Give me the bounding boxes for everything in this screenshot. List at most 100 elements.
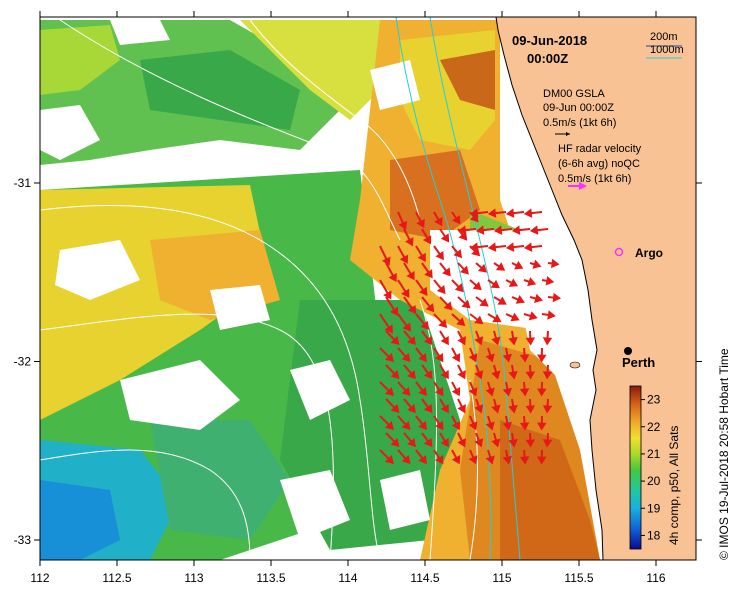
velocity-arrow xyxy=(451,313,466,327)
velocity-arrow xyxy=(508,330,518,346)
velocity-arrow xyxy=(542,330,553,346)
velocity-arrow xyxy=(491,364,501,380)
credit-text: © IMOS 19-Jul-2018 20:58 Hobart Time xyxy=(717,348,731,560)
velocity-arrow xyxy=(379,279,392,300)
svg-text:HF radar velocity: HF radar velocity xyxy=(558,143,642,155)
svg-text:Perth: Perth xyxy=(622,355,655,370)
velocity-arrow xyxy=(537,415,547,431)
colorbar-tick-label: 19 xyxy=(647,501,661,515)
velocity-arrow xyxy=(379,347,394,362)
map-date: 09-Jun-2018 xyxy=(512,33,587,48)
velocity-arrow xyxy=(433,449,444,465)
velocity-arrow xyxy=(493,296,507,305)
velocity-arrow xyxy=(403,398,416,414)
velocity-arrow xyxy=(433,211,443,227)
velocity-arrow xyxy=(508,398,518,414)
isobaths xyxy=(395,17,521,560)
velocity-arrow xyxy=(511,295,525,304)
velocity-arrow xyxy=(523,311,538,321)
colorbar: 18 19 20 21 22 23 4h comp, p50, All Sats xyxy=(629,385,681,550)
svg-text:09-Jun 00:00Z: 09-Jun 00:00Z xyxy=(543,102,614,114)
velocity-arrow xyxy=(451,449,461,465)
velocity-arrow xyxy=(542,432,553,448)
colorbar-tick-label: 23 xyxy=(647,393,661,407)
velocity-arrow xyxy=(493,225,513,235)
velocity-arrow xyxy=(457,398,466,414)
velocity-arrow xyxy=(475,225,495,235)
land-mass xyxy=(496,17,696,560)
y-tick-label: -32 xyxy=(14,355,32,369)
velocity-arrow xyxy=(415,381,427,397)
velocity-arrow xyxy=(415,347,427,363)
velocity-arrow xyxy=(491,398,501,414)
velocity-arrow xyxy=(523,242,543,252)
velocity-arrow xyxy=(529,293,543,304)
velocity-arrow xyxy=(541,310,556,320)
x-tick-label: 115 xyxy=(492,571,511,585)
velocity-arrow xyxy=(493,262,506,271)
velocity-arrow xyxy=(457,330,466,346)
velocity-arrow xyxy=(451,245,463,259)
velocity-arrow xyxy=(397,415,411,431)
x-tick-label: 114.5 xyxy=(410,571,439,585)
velocity-arrow xyxy=(397,245,409,264)
velocity-arrow xyxy=(505,278,519,287)
velocity-arrow xyxy=(421,398,433,414)
velocity-arrow xyxy=(487,242,507,252)
velocity-arrow xyxy=(519,347,530,363)
velocity-arrow xyxy=(542,398,553,414)
velocity-arrow xyxy=(403,364,416,380)
velocity-arrow xyxy=(415,245,426,263)
velocity-arrow xyxy=(433,381,444,397)
velocity-arrow xyxy=(485,415,495,431)
depth-legend: 200m 1000m xyxy=(646,31,684,59)
velocity-arrow xyxy=(529,259,542,269)
velocity-arrow xyxy=(525,330,536,346)
argo-marker: Argo xyxy=(614,246,663,260)
velocity-arrow xyxy=(537,381,547,397)
y-tick-label: -31 xyxy=(14,176,32,190)
velocity-arrow xyxy=(502,381,513,397)
velocity-arrow xyxy=(529,225,549,235)
x-tick-label: 113.5 xyxy=(256,571,285,585)
velocity-arrow xyxy=(508,432,518,448)
colorbar-tick-label: 21 xyxy=(647,447,661,461)
velocity-arrow xyxy=(547,292,562,303)
velocity-arrow xyxy=(379,381,394,396)
velocity-arrow xyxy=(541,276,555,286)
svg-text:(6-6h avg) noQC: (6-6h avg) noQC xyxy=(558,158,640,170)
velocity-arrow xyxy=(474,330,484,346)
velocity-arrow xyxy=(469,313,484,325)
velocity-arrow xyxy=(403,296,417,315)
velocity-arrow xyxy=(457,432,466,448)
velocity-arrow xyxy=(457,262,469,275)
velocity-arrow xyxy=(385,262,397,283)
svg-text:1000m: 1000m xyxy=(650,44,684,56)
velocity-arrow xyxy=(421,432,433,448)
plot-frame xyxy=(39,16,697,561)
velocity-arrow xyxy=(474,432,484,448)
velocity-arrow xyxy=(487,208,507,218)
velocity-arrow xyxy=(505,312,520,322)
velocity-arrow xyxy=(468,415,478,431)
velocity-arrow xyxy=(475,262,488,273)
x-tick-label: 115.5 xyxy=(564,571,593,585)
velocity-arrow xyxy=(469,279,482,291)
colorbar-tick-label: 18 xyxy=(647,528,661,542)
velocity-arrow xyxy=(485,449,495,465)
velocity-arrow xyxy=(451,211,461,225)
velocity-arrow xyxy=(485,347,495,363)
velocity-arrow xyxy=(415,279,428,296)
velocity-arrow xyxy=(469,208,489,218)
perth-marker: Perth xyxy=(622,347,655,370)
velocity-arrow xyxy=(519,449,530,465)
velocity-arrow xyxy=(421,296,435,313)
colorbar-tick-label: 22 xyxy=(647,420,661,434)
y-axis: -31 -32 -33 xyxy=(14,176,702,547)
velocity-arrow xyxy=(457,364,466,380)
svg-text:0.5m/s (1kt 6h): 0.5m/s (1kt 6h) xyxy=(558,173,631,185)
velocity-arrow xyxy=(451,415,461,431)
velocity-arrow xyxy=(421,228,432,245)
x-axis: 112 112.5 113 113.5 114 114.5 115 115.5 116 xyxy=(30,11,666,585)
velocity-arrow xyxy=(439,398,449,414)
